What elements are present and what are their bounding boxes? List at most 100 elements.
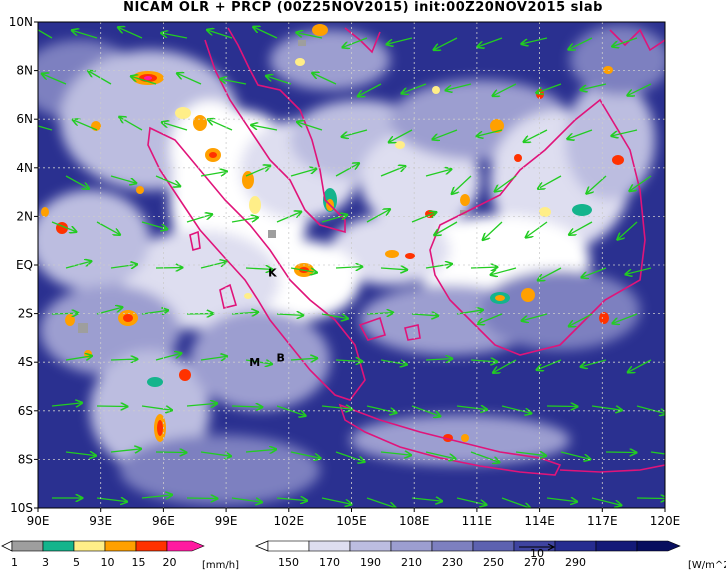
wind-vector — [411, 405, 440, 416]
belitung-island — [404, 324, 421, 341]
wind-vector — [276, 405, 305, 416]
wind-vector — [72, 30, 98, 39]
wind-vector — [628, 359, 652, 372]
wind-vector — [51, 403, 82, 406]
wind-vector — [208, 119, 233, 131]
wind-vector — [231, 497, 262, 502]
wind-vector — [501, 497, 530, 508]
wind-vector — [470, 360, 497, 362]
wind-vector — [522, 313, 548, 321]
wind-vector — [387, 37, 413, 44]
wind-vector — [380, 268, 407, 270]
lat-tick-label: EQ — [16, 258, 33, 272]
lat-tick-label: 8N — [16, 64, 33, 78]
lon-tick-label: 120E — [650, 514, 681, 528]
precip-cbar-label: 5 — [73, 556, 80, 569]
wind-vector — [290, 451, 320, 458]
wind-vector — [118, 27, 143, 39]
wind-vector — [612, 37, 638, 46]
wind-vector — [366, 209, 390, 223]
wind-vector — [155, 353, 181, 361]
wind-vector — [110, 449, 141, 452]
wind-vector — [524, 129, 548, 142]
lat-tick-label: 4N — [16, 161, 33, 175]
precip-colorbar: 1 3 5 10 15 20 — [1, 540, 205, 569]
wind-vector — [42, 74, 67, 85]
wind-vector — [591, 405, 622, 410]
precip-cbar-segment — [166, 540, 205, 552]
wind-vector — [231, 312, 258, 314]
wind-vector — [456, 497, 486, 505]
wind-vector — [636, 498, 665, 499]
wind-vector — [253, 27, 278, 39]
wind-vector — [582, 267, 607, 277]
philippines-coastline — [609, 28, 665, 52]
precip-cbar-segment — [135, 540, 168, 552]
wind-vector — [425, 359, 452, 360]
wind-vector — [626, 267, 652, 274]
wind-vector — [537, 83, 562, 93]
wind-vector — [38, 29, 53, 39]
olr-cbar-segment — [267, 540, 310, 552]
wind-vector — [38, 125, 53, 131]
wind-vector — [389, 129, 413, 142]
wind-vector — [537, 359, 562, 370]
wind-vector — [110, 264, 137, 268]
wind-vector — [96, 406, 127, 407]
wind-vector — [231, 406, 262, 407]
wind-vector — [380, 166, 405, 177]
wind-vector — [587, 175, 607, 193]
wind-vector — [297, 33, 323, 39]
olr-cbar-segment — [595, 540, 638, 552]
lon-tick-label: 117E — [587, 514, 618, 528]
wind-vector — [141, 405, 172, 410]
wind-vector — [495, 175, 517, 191]
wind-vector — [266, 76, 292, 85]
lon-tick-label: 96E — [152, 514, 175, 528]
olr-cbar-segment — [431, 540, 474, 552]
wind-vector — [200, 171, 227, 177]
bangka-island — [358, 316, 386, 341]
lon-tick-label: 108E — [399, 514, 430, 528]
olr-cbar-segment — [390, 540, 433, 552]
wind-vector — [366, 405, 396, 413]
wind-vector — [96, 221, 120, 235]
wind-vector — [591, 497, 621, 505]
wind-vector — [456, 406, 487, 410]
wind-vector — [630, 175, 652, 191]
map-title: NICAM OLR + PRCP (00Z25NOV2015) init:00Z… — [123, 0, 603, 15]
wind-vector — [290, 169, 316, 177]
wind-vector — [478, 313, 503, 324]
island-west-2 — [219, 283, 238, 309]
wind-vector — [131, 76, 157, 85]
wind-vector — [162, 122, 188, 131]
island-west — [189, 230, 201, 252]
wind-vector — [245, 166, 270, 177]
lon-tick-label: 99E — [215, 514, 238, 528]
wind-vector — [568, 129, 593, 139]
wind-vector — [200, 356, 227, 360]
wind-vector — [425, 264, 452, 268]
olr-cbar-segment — [349, 540, 392, 552]
olr-colorbar: 150 170 190 210 230 250 270 290 — [254, 540, 681, 569]
wind-vector — [110, 359, 137, 360]
olr-unit: [W/m^2] — [688, 560, 726, 571]
wind-vector — [141, 221, 167, 229]
wind-vector — [335, 163, 359, 177]
wind-vector — [618, 221, 638, 239]
wind-vector — [290, 358, 317, 360]
lat-tick-label: 6S — [18, 404, 33, 418]
reference-vector-label: 10 — [530, 547, 544, 560]
place-label: M — [249, 356, 260, 369]
wind-vector — [546, 498, 577, 502]
wind-vector — [276, 498, 307, 501]
wind-vector — [96, 498, 127, 502]
latitude-axis: 10N 8N 6N 4N 2N EQ 2S 4S 6S 8S 10S — [9, 15, 38, 515]
wind-vector — [342, 129, 368, 137]
gridlines — [38, 22, 665, 508]
lon-tick-label: 90E — [27, 514, 50, 528]
olr-cbar-segment — [554, 540, 597, 552]
wind-vector — [434, 221, 458, 235]
wind-vector — [452, 175, 472, 194]
